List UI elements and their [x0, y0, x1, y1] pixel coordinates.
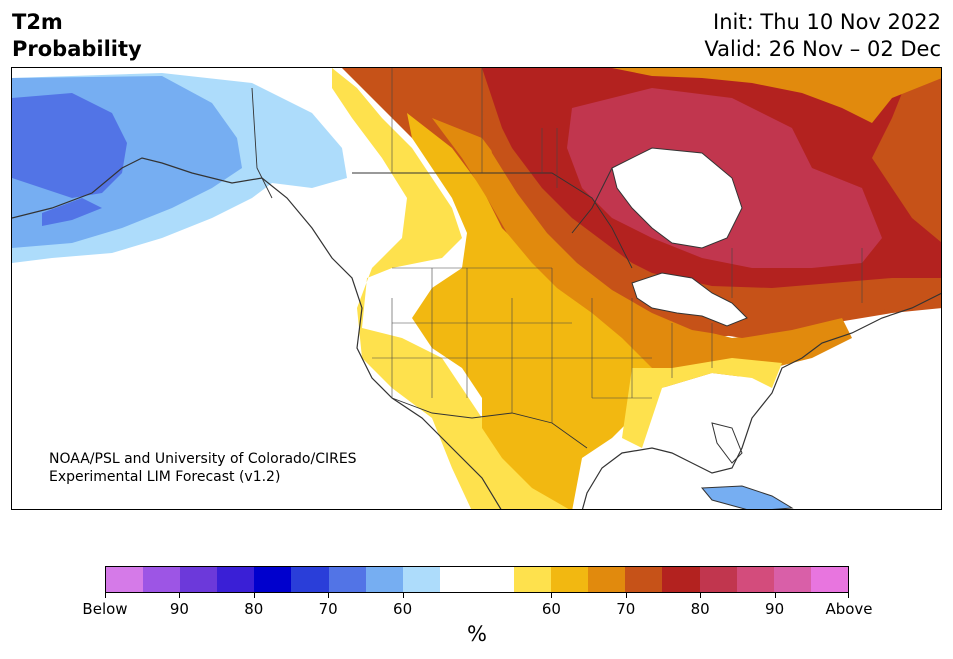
- colorbar-segment: [365, 567, 403, 592]
- colorbar-segment: [402, 567, 440, 592]
- colorbar-tick-mark: [253, 593, 255, 598]
- plains-above-70: [432, 118, 852, 398]
- colorbar-tick-label: 90: [765, 600, 785, 618]
- state-lines: [372, 267, 713, 423]
- colorbar-tick-mark: [551, 593, 553, 598]
- southeast-us-neutral: [662, 373, 782, 468]
- colorbar-segment: [291, 567, 329, 592]
- colorbar-tick-mark: [179, 593, 181, 598]
- colorbar-segment: [106, 567, 144, 592]
- colorbar-segment: [476, 567, 515, 592]
- credit-line-2: Experimental LIM Forecast (v1.2): [49, 469, 281, 485]
- cuba: [700, 485, 794, 509]
- canada-province-lines: [391, 68, 863, 303]
- colorbar-tick-label: Above: [825, 600, 873, 618]
- valid-date: Valid: 26 Nov – 02 Dec: [704, 37, 941, 61]
- map-svg: [12, 68, 941, 509]
- colorbar-tick-label: 60: [541, 600, 561, 618]
- colorbar-segment: [439, 567, 477, 592]
- northern-plains-above-75: [482, 108, 892, 338]
- colorbar-tick-label: 70: [616, 600, 636, 618]
- us-mexico-border: [391, 397, 588, 449]
- colorbar-segment: [143, 567, 181, 592]
- colorbar-tick-label: 60: [393, 600, 413, 618]
- colorbar-segment: [514, 567, 552, 592]
- alaska-west-below-80: [12, 93, 127, 198]
- east-coastline: [581, 292, 941, 509]
- arctic-above-70: [612, 68, 941, 123]
- colorbar-segment: [180, 567, 218, 592]
- alaska-border: [251, 87, 273, 199]
- forecast-dates: Init: Thu 10 Nov 2022 Valid: 26 Nov – 02…: [704, 9, 941, 63]
- colorbar-segment: [736, 567, 774, 592]
- colorbar-segment: [662, 567, 700, 592]
- colorbar-tick-mark: [105, 593, 106, 598]
- colorbar-tick-label: 90: [169, 600, 189, 618]
- colorbar-tick-mark: [402, 593, 404, 598]
- colorbar-tick-label: Below: [82, 600, 128, 618]
- colorbar-segment: [699, 567, 737, 592]
- colorbar-tick-label: 80: [244, 600, 264, 618]
- colorbar-tick-mark: [625, 593, 627, 598]
- great-lakes: [631, 272, 748, 327]
- colorbar-segment: [328, 567, 366, 592]
- colorbar-tick-mark: [700, 593, 702, 598]
- colorbar-segment: [588, 567, 626, 592]
- coastline: [12, 157, 502, 509]
- colorbar-tick-label: 70: [318, 600, 338, 618]
- plains-above-65: [407, 113, 662, 509]
- southeast-above-60: [622, 358, 782, 448]
- colorbar-tick-mark: [328, 593, 330, 598]
- forecast-credit: NOAA/PSL and University of Colorado/CIRE…: [49, 450, 357, 486]
- colorbar-segment: [217, 567, 255, 592]
- title-line-1: T2m: [12, 10, 63, 34]
- title-line-2: Probability: [12, 37, 142, 61]
- credit-line-1: NOAA/PSL and University of Colorado/CIRE…: [49, 451, 357, 467]
- unit-label: %: [467, 622, 487, 646]
- probability-colorbar: [105, 566, 849, 593]
- hudson-bay: [611, 147, 743, 249]
- colorbar-segment: [551, 567, 589, 592]
- init-date: Init: Thu 10 Nov 2022: [713, 10, 941, 34]
- map-title: T2m Probability: [12, 9, 142, 63]
- hudson-outline: [571, 167, 613, 234]
- colorbar-tick-mark: [848, 593, 849, 598]
- colorbar-segment: [773, 567, 811, 592]
- colorbar-segment: [810, 567, 848, 592]
- western-us-above-60: [332, 68, 570, 509]
- alaska-peninsula-below-80: [42, 198, 102, 226]
- colorbar-tick-mark: [774, 593, 776, 598]
- forecast-map: [11, 67, 942, 510]
- colorbar-tick-label: 80: [690, 600, 710, 618]
- colorbar-segment: [625, 567, 663, 592]
- colorbar-segment: [254, 567, 292, 592]
